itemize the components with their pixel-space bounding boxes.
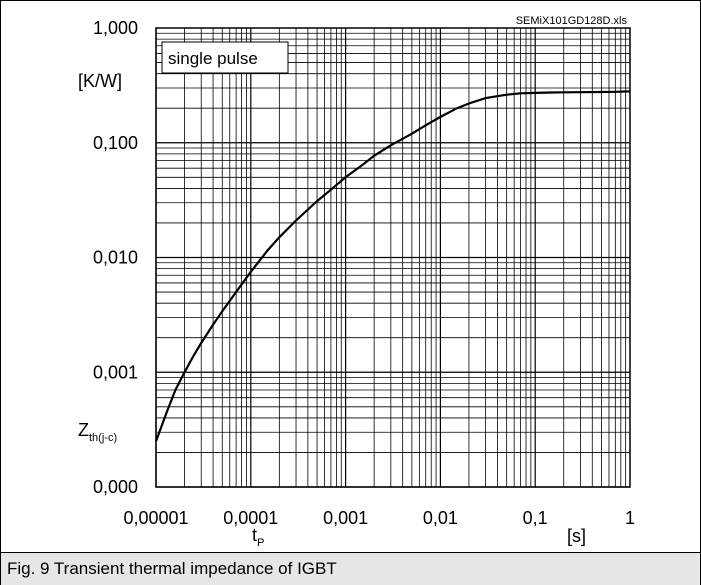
y-tick-label: 0,000 — [93, 477, 138, 497]
y-tick-label: 1,000 — [93, 18, 138, 38]
plot-area — [155, 27, 631, 488]
x-axis-symbol: tP — [252, 525, 264, 549]
y-axis-unit: [K/W] — [78, 71, 122, 91]
y-axis-symbol-sub: th(j-c) — [89, 432, 117, 444]
grid-lines — [155, 28, 630, 488]
legend-text: single pulse — [168, 49, 258, 68]
figure-caption: Fig. 9 Transient thermal impedance of IG… — [7, 559, 337, 578]
x-tick-label: 0,01 — [423, 508, 458, 528]
x-axis-unit: [s] — [567, 526, 586, 546]
y-axis-symbol: Zth(j-c) — [78, 420, 117, 444]
x-axis-symbol-sub: P — [257, 537, 264, 549]
y-axis-symbol-main: Z — [78, 420, 89, 440]
x-tick-label: 0,001 — [323, 508, 368, 528]
x-tick-label: 0,0001 — [223, 508, 278, 528]
y-tick-label: 0,001 — [93, 362, 138, 382]
x-tick-labels: 0,00001 0,0001 0,001 0,01 0,1 1 — [123, 508, 635, 528]
caption-bar: Fig. 9 Transient thermal impedance of IG… — [1, 552, 700, 585]
legend-box — [161, 41, 289, 74]
y-tick-label: 0,100 — [93, 133, 138, 153]
x-axis-symbol-main: t — [252, 525, 257, 545]
source-label: SEMiX101GD128D.xls — [516, 15, 628, 27]
x-tick-label: 0,1 — [523, 508, 548, 528]
x-tick-label: 0,00001 — [123, 508, 188, 528]
zth-curve — [154, 90, 631, 442]
y-tick-labels: 0,000 0,001 0,010 0,100 1,000 — [93, 18, 138, 497]
x-tick-label: 1 — [625, 508, 635, 528]
y-tick-label: 0,010 — [93, 248, 138, 268]
